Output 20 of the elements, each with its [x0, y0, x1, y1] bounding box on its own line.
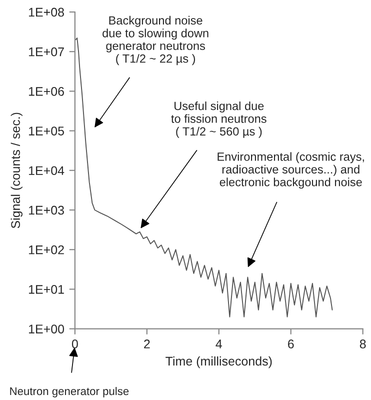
x-tick-label: 8: [360, 340, 366, 348]
x-tick-label: 4: [216, 340, 222, 348]
y-tick-label: 1E+03: [28, 206, 64, 215]
y-tick-label: 1E+05: [28, 126, 64, 136]
x-tick-label: 0: [72, 340, 78, 348]
annotation: Background noise due to slowing down generator neutrons ( T1/2 ~ 22 µs ): [102, 16, 208, 66]
annotation: Useful signal due to fission neutrons ( T1/2 ~ 560 µs ): [171, 101, 266, 138]
y-tick-label: 1E+07: [28, 47, 64, 56]
y-tick-label: 1E+06: [28, 87, 64, 96]
annotation: Environmental (cosmic rays, radioactive sources...) and electronic backgound noise: [218, 152, 364, 189]
x-tick-label: 2: [144, 340, 150, 348]
y-tick-label: 1E+02: [28, 245, 64, 254]
y-tick-label: 1E+08: [28, 8, 64, 17]
x-tick-label: 6: [288, 340, 294, 348]
y-tick-label: 1E+00: [28, 324, 64, 334]
text: Neutron generator pulse: [10, 386, 129, 398]
y-axis-title: Signal (counts / sec.): [10, 112, 22, 228]
y-tick-label: 1E+01: [28, 285, 64, 294]
x-axis-title: Time (milliseconds): [166, 356, 272, 368]
y-tick-label: 1E+04: [28, 166, 64, 176]
